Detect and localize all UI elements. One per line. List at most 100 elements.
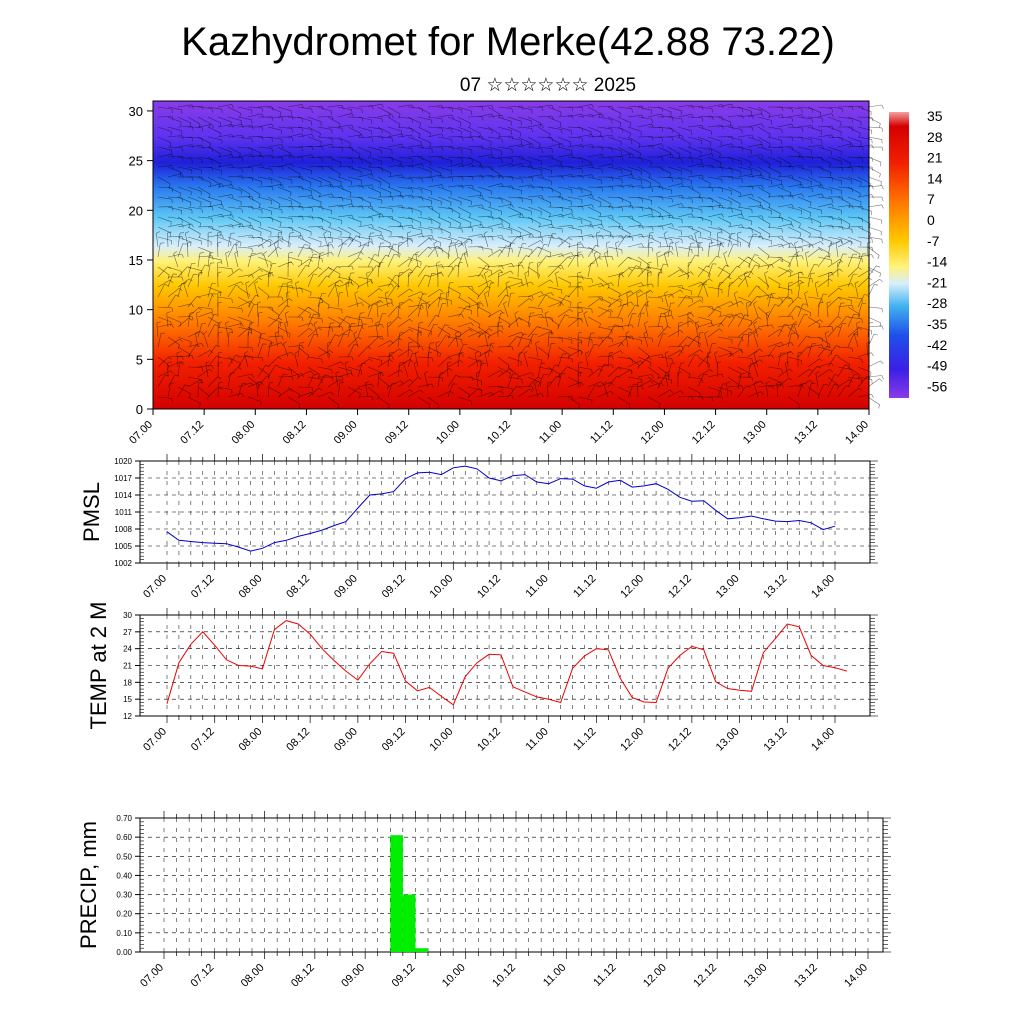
wind-barb-flag — [876, 265, 881, 268]
wind-barb-flag — [439, 172, 441, 178]
wind-barb — [257, 366, 270, 376]
wind-barb — [377, 186, 392, 193]
wind-barb-flag — [601, 113, 604, 118]
wind-barb — [437, 186, 452, 192]
wind-barb-flag — [710, 142, 712, 147]
wind-barb — [707, 322, 722, 328]
wind-barb — [867, 236, 882, 240]
wind-barb — [367, 386, 379, 397]
wind-barb — [317, 251, 332, 258]
wind-barb — [417, 322, 420, 338]
wind-barb — [697, 278, 710, 288]
wind-barb — [695, 323, 699, 338]
wind-barb-flag — [569, 309, 573, 313]
wind-barb-flag — [284, 321, 289, 324]
wind-barb-flag — [706, 265, 711, 268]
wind-barb — [657, 356, 672, 359]
wind-barb — [354, 293, 359, 308]
wind-barb-flag — [245, 355, 250, 357]
wind-barb-flag — [239, 268, 243, 272]
wind-barb-flag — [218, 184, 221, 189]
wind-barb — [417, 106, 431, 115]
wind-barb-flag — [837, 261, 842, 264]
wind-barb-flag — [561, 228, 563, 233]
wind-barb — [797, 206, 811, 213]
wind-barb-flag — [330, 391, 334, 396]
wind-barb-flag — [351, 214, 354, 219]
wind-barb — [477, 392, 492, 398]
wind-barb — [437, 145, 453, 148]
wind-barb — [397, 273, 400, 288]
wind-barb-flag — [311, 207, 314, 212]
wind-barb-flag — [286, 281, 291, 284]
wind-barb-flag — [581, 236, 584, 241]
wind-barb — [227, 367, 239, 378]
wind-barb — [317, 106, 332, 112]
x-tick-label: 09.12 — [380, 573, 408, 601]
wind-barb-flag — [791, 108, 793, 113]
wind-barb — [477, 280, 491, 288]
wind-barb-flag — [450, 390, 454, 395]
wind-barb-flag — [748, 264, 751, 269]
wind-barb-flag — [841, 167, 844, 172]
wind-barb — [237, 106, 252, 111]
wind-barb-flag — [257, 301, 262, 304]
wind-barb — [767, 126, 782, 130]
wind-barb — [557, 166, 573, 168]
wind-barb — [747, 215, 763, 218]
wind-barb — [587, 257, 599, 268]
wind-barb — [517, 298, 530, 308]
wind-barb — [397, 328, 410, 338]
wind-barb — [457, 305, 467, 318]
wind-barb-flag — [381, 372, 384, 377]
wind-barb — [167, 295, 176, 308]
wind-barb — [557, 115, 572, 118]
wind-barb — [397, 116, 412, 119]
wind-barb-flag — [651, 235, 654, 240]
wind-barb-flag — [249, 223, 251, 228]
colorbar-label: -14 — [927, 254, 947, 270]
wind-barb — [727, 349, 741, 358]
wind-barb-flag — [691, 198, 693, 203]
wind-barb-flag — [819, 319, 824, 323]
wind-barb-flag — [581, 168, 583, 173]
wind-barb-flag — [711, 397, 714, 402]
wind-barb-flag — [837, 316, 842, 319]
wind-barb-flag — [201, 343, 204, 347]
wind-barb — [267, 382, 270, 398]
wind-barb — [767, 146, 783, 148]
wind-barb-flag — [669, 152, 672, 157]
wind-barb-flag — [636, 291, 641, 294]
wind-barb-flag — [564, 314, 569, 317]
wind-barb — [777, 116, 793, 119]
wind-barb — [757, 324, 772, 328]
wind-barb — [207, 166, 222, 171]
wind-barb — [357, 363, 363, 378]
wind-barb-flag — [218, 331, 223, 334]
wind-barb — [747, 348, 760, 358]
wind-barb — [627, 265, 637, 278]
wind-barb-flag — [565, 295, 570, 298]
wind-barb-flag — [381, 135, 384, 140]
wind-barb — [177, 233, 181, 248]
wind-barb — [187, 126, 203, 128]
wind-barb-flag — [218, 381, 223, 384]
wind-barb — [297, 343, 301, 358]
wind-barb-flag — [663, 231, 668, 234]
wind-barb — [277, 146, 291, 154]
y-tick-label: 1017 — [114, 474, 132, 483]
wind-barb-flag — [271, 186, 274, 191]
wind-barb-flag — [169, 183, 171, 188]
wind-barb-flag — [880, 360, 884, 365]
wind-barb — [403, 363, 409, 378]
wind-barb — [307, 196, 322, 203]
wind-barb-flag — [389, 172, 392, 177]
wind-barb-flag — [731, 143, 734, 148]
wind-barb — [717, 265, 726, 278]
wind-barb-flag — [821, 237, 824, 242]
wind-barb-flag — [695, 321, 700, 324]
wind-barb — [367, 135, 383, 138]
wind-barb — [437, 293, 442, 308]
wind-barb-flag — [858, 374, 860, 379]
y-tick-label: 30 — [123, 611, 132, 620]
